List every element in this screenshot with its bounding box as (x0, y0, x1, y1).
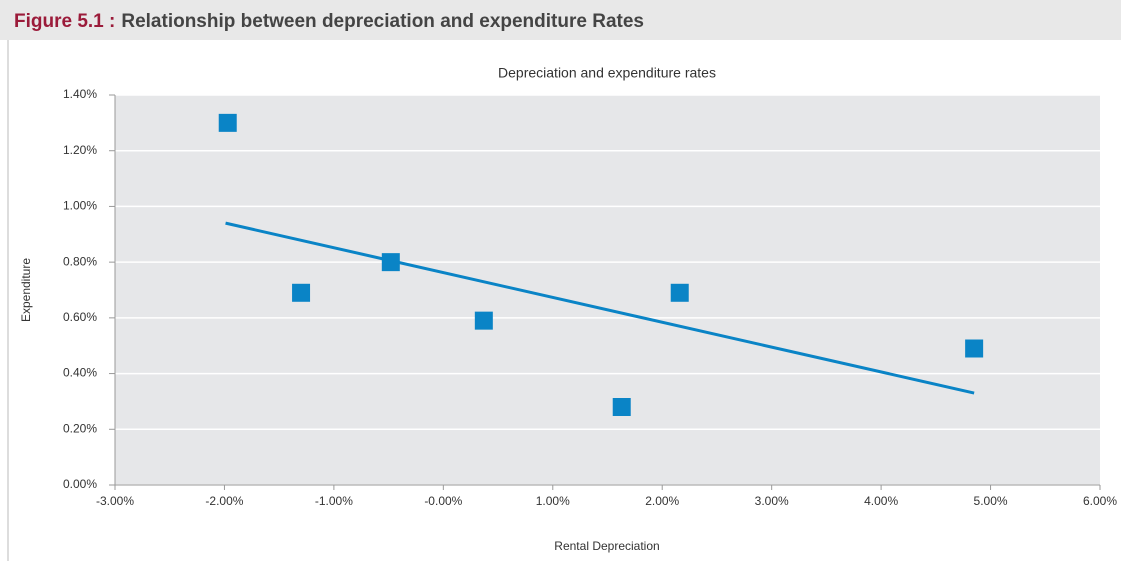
y-tick-label: 0.00% (63, 477, 97, 491)
x-tick-label: -2.00% (205, 494, 243, 508)
x-axis-label: Rental Depreciation (554, 539, 659, 553)
x-tick-label: 1.00% (536, 494, 570, 508)
figure-title: Relationship between depreciation and ex… (121, 11, 644, 32)
y-tick-label: 0.60% (63, 310, 97, 324)
x-tick-label: -1.00% (315, 494, 353, 508)
figure-heading: Figure 5.1 : Relationship between depreci… (14, 11, 644, 32)
scatter-point (292, 283, 311, 302)
y-axis-label: Expenditure (19, 258, 33, 322)
x-tick-label: 6.00% (1083, 494, 1117, 508)
scatter-point (474, 311, 493, 330)
y-tick-label: 1.20% (63, 143, 97, 157)
scatter-point (218, 113, 237, 132)
y-tick-label: 0.40% (63, 366, 97, 380)
header-band (0, 0, 1121, 40)
y-tick-label: 0.20% (63, 421, 97, 435)
x-tick-label: 5.00% (974, 494, 1008, 508)
y-tick-label: 1.00% (63, 199, 97, 213)
scatter-point (670, 283, 689, 302)
x-tick-label: 3.00% (755, 494, 789, 508)
chart-title: Depreciation and expenditure rates (498, 65, 716, 81)
plot-area (115, 95, 1100, 485)
y-tick-label: 0.80% (63, 254, 97, 268)
trendline (225, 221, 975, 395)
figure-number: Figure 5.1 : (14, 11, 115, 32)
x-tick-label: -3.00% (96, 494, 134, 508)
scatter-point (965, 339, 984, 358)
scatter-point (381, 253, 400, 272)
x-tick-label: -0.00% (424, 494, 462, 508)
x-tick-label: 2.00% (645, 494, 679, 508)
x-tick-label: 4.00% (864, 494, 898, 508)
y-tick-label: 1.40% (63, 87, 97, 101)
scatter-point (612, 398, 631, 416)
